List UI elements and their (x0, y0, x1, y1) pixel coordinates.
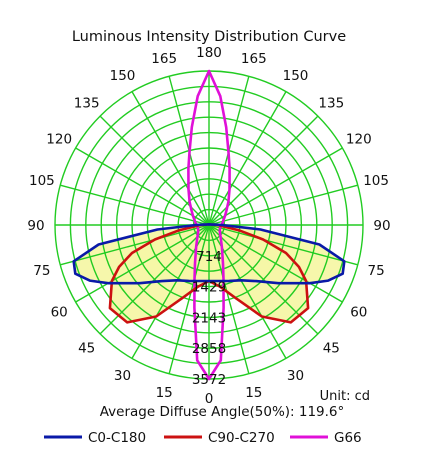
radial-labels: 714 1429 2143 2858 3572 (192, 249, 226, 388)
angle-tick-label: 150 (110, 68, 136, 84)
radial-tick-label: 2858 (192, 341, 226, 357)
grid-spoke (208, 91, 287, 226)
legend-item: C0-C180 (44, 430, 146, 446)
grid-spoke (208, 224, 358, 266)
legend-item: C90-C270 (164, 430, 275, 446)
angle-tick-label: 90 (27, 218, 44, 234)
series-line-c0-c180 (72, 223, 346, 285)
average-diffuse-angle: Average Diffuse Angle(50%): 119.6° (100, 404, 345, 420)
legend: C0-C180 C90-C270 G66 (44, 430, 362, 446)
chart-title: Luminous Intensity Distribution Curve (72, 29, 346, 45)
angle-tick-label: 165 (241, 51, 267, 67)
angle-tick-label: 15 (245, 385, 262, 401)
unit-label: Unit: cd (320, 389, 370, 404)
radial-tick-label: 1429 (192, 280, 226, 296)
angle-tick-label: 15 (156, 385, 173, 401)
angle-tick-label: 135 (74, 96, 100, 112)
angle-tick-label: 30 (287, 368, 304, 384)
grid-spoke (208, 224, 343, 303)
angle-tick-label: 105 (363, 173, 389, 189)
grid-spoke (208, 184, 358, 226)
legend-label: G66 (334, 430, 362, 446)
series-lines (72, 69, 346, 381)
grid-spoke (75, 147, 210, 226)
grid-spoke (208, 224, 250, 374)
angle-tick-label: 150 (283, 68, 309, 84)
grid-spoke (168, 224, 210, 374)
angle-tick-label: 180 (196, 45, 222, 61)
grid-spoke (75, 224, 210, 303)
angle-tick-label: 75 (368, 263, 385, 279)
angle-tick-label: 90 (373, 218, 390, 234)
angle-tick-label: 30 (114, 368, 131, 384)
radial-tick-label: 2143 (192, 310, 226, 326)
angle-tick-label: 75 (33, 263, 50, 279)
angle-tick-label: 165 (151, 51, 177, 67)
legend-label: C90-C270 (208, 430, 275, 446)
radial-tick-label: 714 (196, 249, 222, 265)
grid-spoke (60, 224, 210, 266)
legend-item: G66 (290, 430, 362, 446)
plot-area: 714 1429 2143 2858 3572 0 15 15 30 30 45 45 60 60 75 75… (27, 45, 390, 407)
angle-tick-label: 45 (323, 340, 340, 356)
angle-tick-label: 60 (350, 305, 367, 321)
grid-spoke (60, 184, 210, 226)
angle-tick-label: 60 (51, 305, 68, 321)
angle-tick-label: 45 (78, 340, 95, 356)
angle-tick-label: 0 (205, 391, 214, 407)
angle-tick-label: 135 (318, 96, 344, 112)
radial-tick-label: 3572 (192, 372, 226, 388)
angle-tick-label: 120 (346, 132, 372, 148)
angle-tick-label: 120 (46, 132, 72, 148)
angle-tick-label: 105 (29, 173, 55, 189)
grid-spoke (208, 147, 343, 226)
angle-labels: 0 15 15 30 30 45 45 60 60 75 75 90 90 105 105 120 120 135… (27, 45, 390, 407)
grid-spoke (131, 91, 210, 226)
series-line-g66 (187, 69, 231, 381)
legend-label: C0-C180 (88, 430, 146, 446)
